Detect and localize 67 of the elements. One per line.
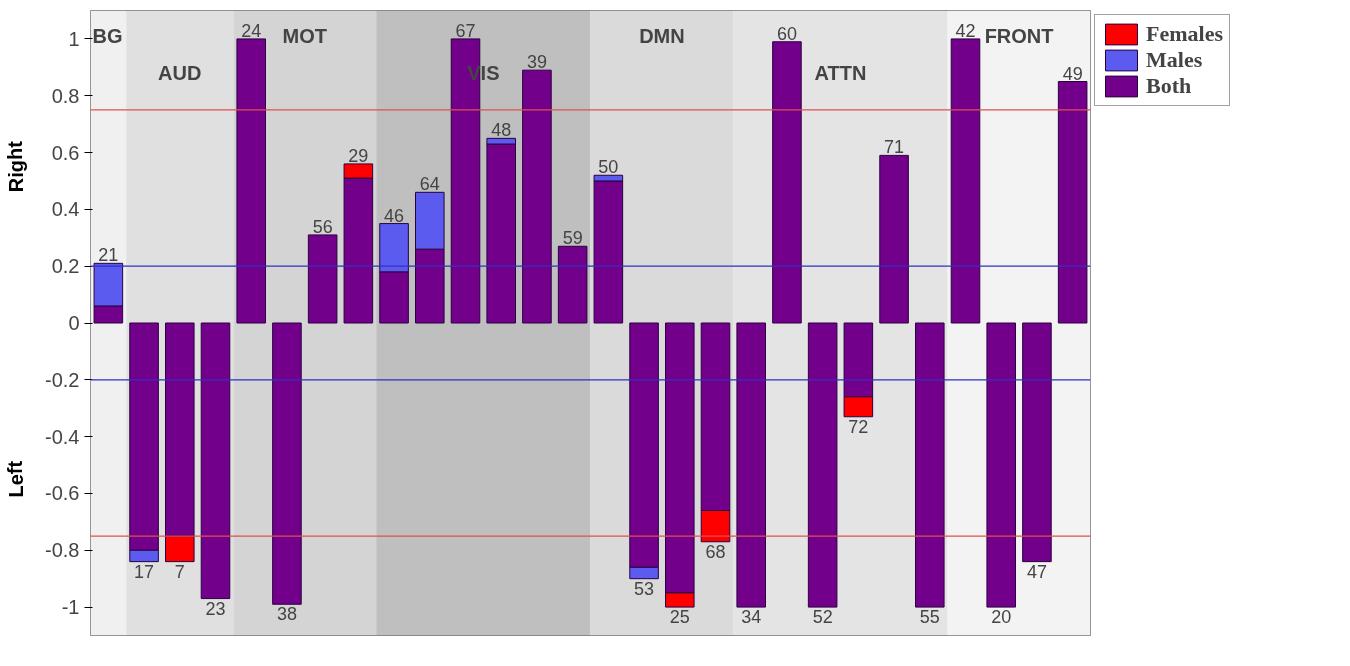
bar xyxy=(1022,322,1052,563)
band-label: FRONT xyxy=(984,25,1054,48)
x-tick-label: 21 xyxy=(98,245,119,266)
x-tick-label: 64 xyxy=(419,174,440,195)
bar xyxy=(165,322,195,537)
bar xyxy=(236,38,266,324)
bar xyxy=(879,154,909,324)
bar xyxy=(915,322,945,608)
y-tick-label: -0.4 xyxy=(45,425,80,448)
legend-label: Both xyxy=(1146,73,1192,99)
band-label: ATTN xyxy=(814,62,867,84)
bar xyxy=(307,234,338,324)
legend-label: Females xyxy=(1146,21,1223,47)
x-tick-label: 55 xyxy=(919,607,940,628)
bar xyxy=(200,322,231,600)
x-tick-label: 34 xyxy=(741,607,762,628)
x-tick-label: 24 xyxy=(241,20,262,41)
x-tick-label: 52 xyxy=(812,607,833,628)
x-tick-label: 60 xyxy=(776,23,797,44)
band-label: DMN xyxy=(639,25,685,48)
band-label: AUD xyxy=(158,62,202,84)
x-tick-label: 59 xyxy=(562,228,583,249)
bar xyxy=(772,41,802,324)
y-tick-label: 0 xyxy=(68,312,80,334)
x-tick-label: 49 xyxy=(1062,63,1083,84)
bar xyxy=(272,322,302,605)
x-tick-label: 38 xyxy=(276,604,297,625)
x-tick-label: 56 xyxy=(312,216,333,237)
x-tick-label: 7 xyxy=(174,561,185,582)
bar xyxy=(736,322,766,608)
y-tick-label: -0.8 xyxy=(45,539,80,562)
y-tick-label: 0.8 xyxy=(51,84,80,107)
band-label: BG xyxy=(92,25,123,48)
x-tick-label: 72 xyxy=(848,416,869,437)
bar xyxy=(807,322,838,608)
bar xyxy=(522,69,552,324)
x-tick-label: 50 xyxy=(598,157,619,178)
x-tick-label: 17 xyxy=(134,561,155,582)
y-axis-title: Right xyxy=(4,140,27,193)
x-tick-label: 23 xyxy=(205,598,226,619)
bar xyxy=(557,245,588,324)
y-tick-label: -1 xyxy=(61,596,80,619)
bar xyxy=(165,535,195,563)
y-tick-label: -0.2 xyxy=(45,368,80,391)
bar xyxy=(986,322,1016,608)
x-tick-label: 20 xyxy=(991,607,1012,628)
x-tick-label: 68 xyxy=(705,541,726,562)
bar xyxy=(950,38,981,324)
x-tick-label: 67 xyxy=(455,20,476,41)
legend-label: Males xyxy=(1146,47,1203,73)
x-tick-label: 46 xyxy=(384,205,405,226)
y-tick-label: 0.4 xyxy=(51,198,80,221)
x-tick-label: 71 xyxy=(884,137,905,158)
x-tick-label: 42 xyxy=(955,20,976,41)
bar xyxy=(1057,81,1088,324)
x-tick-label: 29 xyxy=(348,145,369,166)
x-tick-label: 47 xyxy=(1026,561,1047,582)
x-tick-label: 48 xyxy=(491,120,512,141)
x-tick-label: 53 xyxy=(634,578,655,599)
text: Left xyxy=(4,460,27,498)
x-tick-label: 25 xyxy=(669,607,690,628)
y-tick-label: 1 xyxy=(68,27,80,50)
y-tick-label: 0.6 xyxy=(51,141,80,164)
y-tick-label: -0.6 xyxy=(45,482,80,505)
y-tick-label: 0.2 xyxy=(51,255,80,278)
band-label: MOT xyxy=(282,25,328,48)
x-tick-label: 39 xyxy=(526,52,547,73)
